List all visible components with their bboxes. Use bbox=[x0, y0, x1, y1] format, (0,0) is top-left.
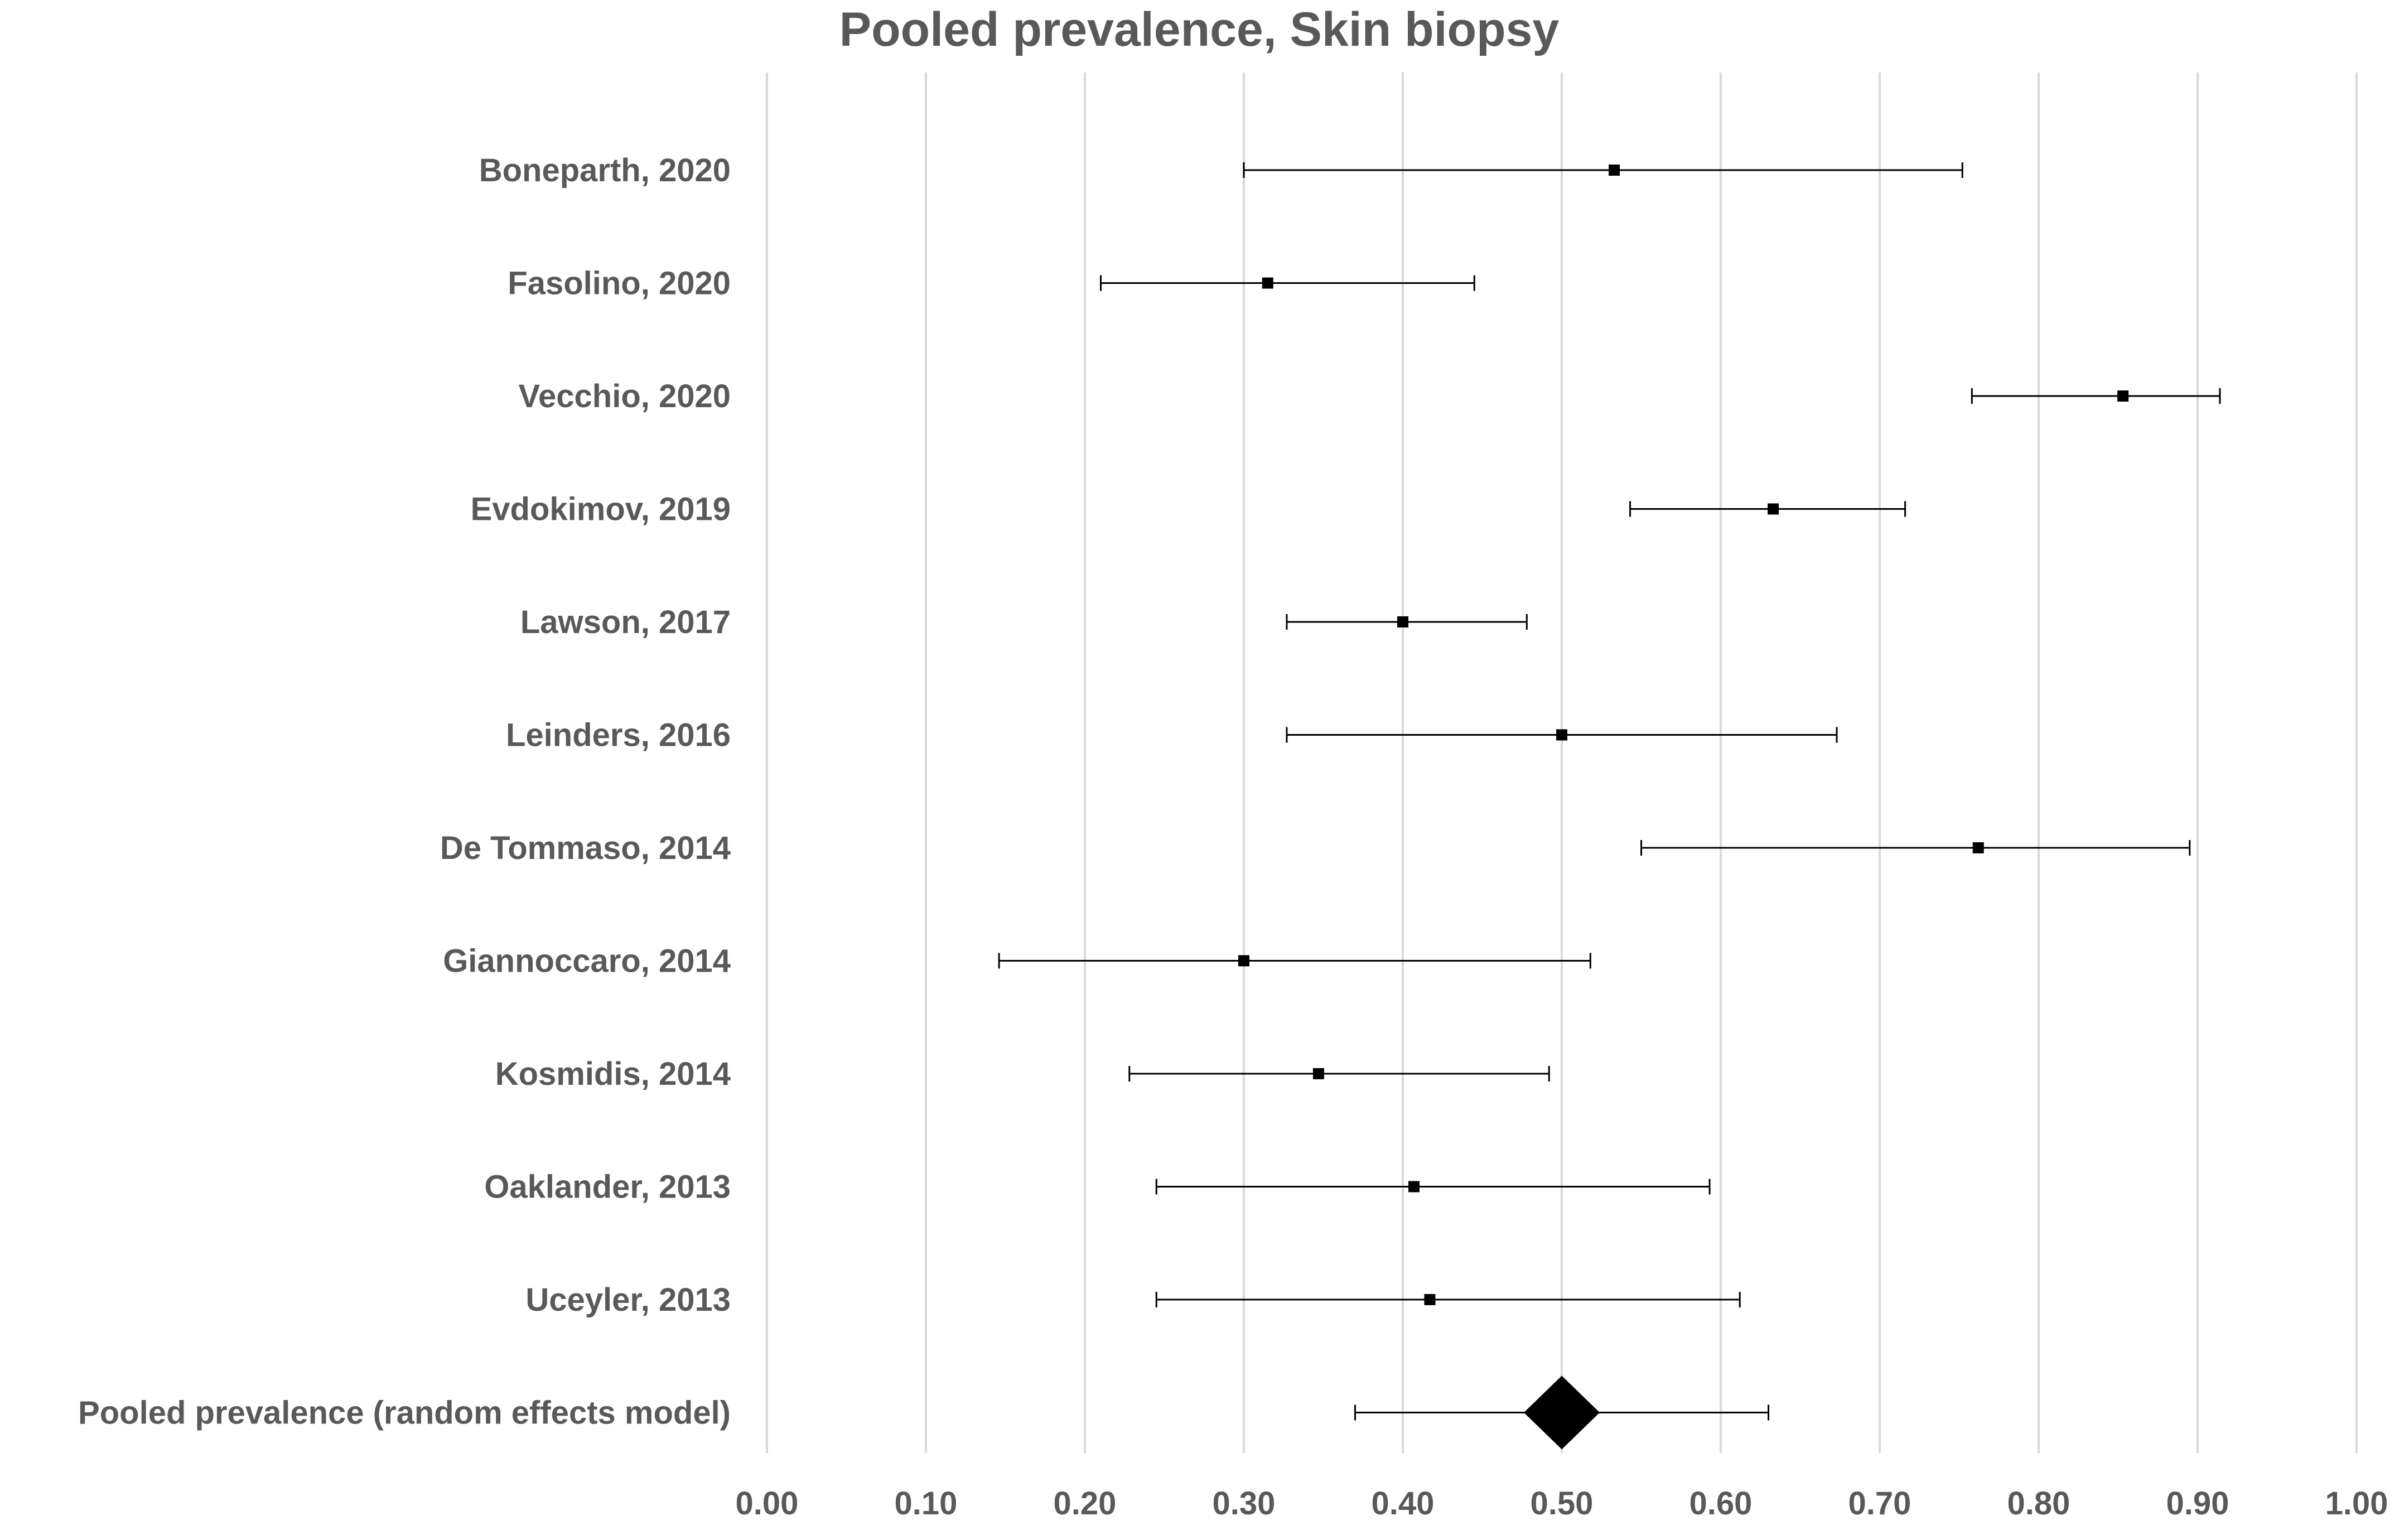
study-row: Kosmidis, 2014 bbox=[495, 1056, 1550, 1092]
study-label: Lawson, 2017 bbox=[520, 604, 731, 640]
study-row: Oaklander, 2013 bbox=[484, 1169, 1711, 1205]
study-label: Boneparth, 2020 bbox=[479, 152, 731, 189]
chart-title: Pooled prevalence, Skin biopsy bbox=[839, 3, 1560, 56]
point-estimate bbox=[1424, 1294, 1436, 1305]
x-tick-label: 0.30 bbox=[1213, 1485, 1276, 1522]
point-estimate bbox=[1262, 277, 1273, 289]
x-tick-label: 0.50 bbox=[1531, 1485, 1594, 1522]
study-row: De Tommaso, 2014 bbox=[440, 830, 2191, 866]
study-rows: Boneparth, 2020 Fasolino, 2020 Vecchio, 20… bbox=[440, 152, 2221, 1318]
x-tick-label: 0.10 bbox=[895, 1485, 958, 1522]
point-estimate bbox=[1312, 1068, 1324, 1079]
point-estimate bbox=[1556, 729, 1567, 741]
point-estimate bbox=[1238, 955, 1249, 967]
study-row: Boneparth, 2020 bbox=[479, 152, 1963, 189]
point-estimate bbox=[1972, 842, 1984, 853]
study-row: Fasolino, 2020 bbox=[508, 265, 1475, 302]
gridlines bbox=[766, 73, 2358, 1453]
study-label: Vecchio, 2020 bbox=[519, 378, 731, 414]
pooled-row: Pooled prevalence (random effects model) bbox=[78, 1375, 1769, 1450]
study-label: De Tommaso, 2014 bbox=[440, 830, 731, 866]
pooled-estimate: Pooled prevalence (random effects model) bbox=[78, 1375, 1769, 1450]
study-label: Oaklander, 2013 bbox=[484, 1169, 731, 1205]
study-row: Leinders, 2016 bbox=[506, 717, 1838, 754]
point-estimate bbox=[1609, 165, 1620, 176]
x-tick-label: 0.00 bbox=[736, 1485, 799, 1522]
x-axis-ticks: 0.00 0.10 0.20 0.30 0.40 0.50 0.60 0.70 0.80 0.90… bbox=[736, 1485, 2388, 1522]
x-tick-label: 0.20 bbox=[1054, 1485, 1117, 1522]
study-row: Lawson, 2017 bbox=[520, 604, 1528, 640]
x-tick-label: 0.70 bbox=[1848, 1485, 1912, 1522]
point-estimate bbox=[1768, 503, 1779, 515]
study-label: Giannoccaro, 2014 bbox=[443, 943, 731, 979]
x-tick-label: 0.80 bbox=[2007, 1485, 2070, 1522]
point-estimate bbox=[1408, 1181, 1420, 1193]
study-label: Kosmidis, 2014 bbox=[495, 1056, 731, 1092]
study-label: Fasolino, 2020 bbox=[508, 265, 731, 302]
study-label: Leinders, 2016 bbox=[506, 717, 731, 754]
pooled-diamond bbox=[1524, 1375, 1600, 1450]
x-tick-label: 0.60 bbox=[1690, 1485, 1753, 1522]
point-estimate bbox=[1397, 616, 1408, 627]
study-row: Vecchio, 2020 bbox=[519, 378, 2221, 414]
study-label: Evdokimov, 2019 bbox=[471, 491, 731, 528]
study-row: Giannoccaro, 2014 bbox=[443, 943, 1591, 979]
study-row: Evdokimov, 2019 bbox=[471, 491, 1906, 528]
pooled-label: Pooled prevalence (random effects model) bbox=[78, 1395, 731, 1431]
x-tick-label: 0.90 bbox=[2166, 1485, 2229, 1522]
x-tick-label: 1.00 bbox=[2325, 1485, 2388, 1522]
point-estimate bbox=[2117, 390, 2129, 402]
x-tick-label: 0.40 bbox=[1372, 1485, 1435, 1522]
study-label: Uceyler, 2013 bbox=[525, 1282, 731, 1318]
study-row: Uceyler, 2013 bbox=[525, 1282, 1741, 1318]
